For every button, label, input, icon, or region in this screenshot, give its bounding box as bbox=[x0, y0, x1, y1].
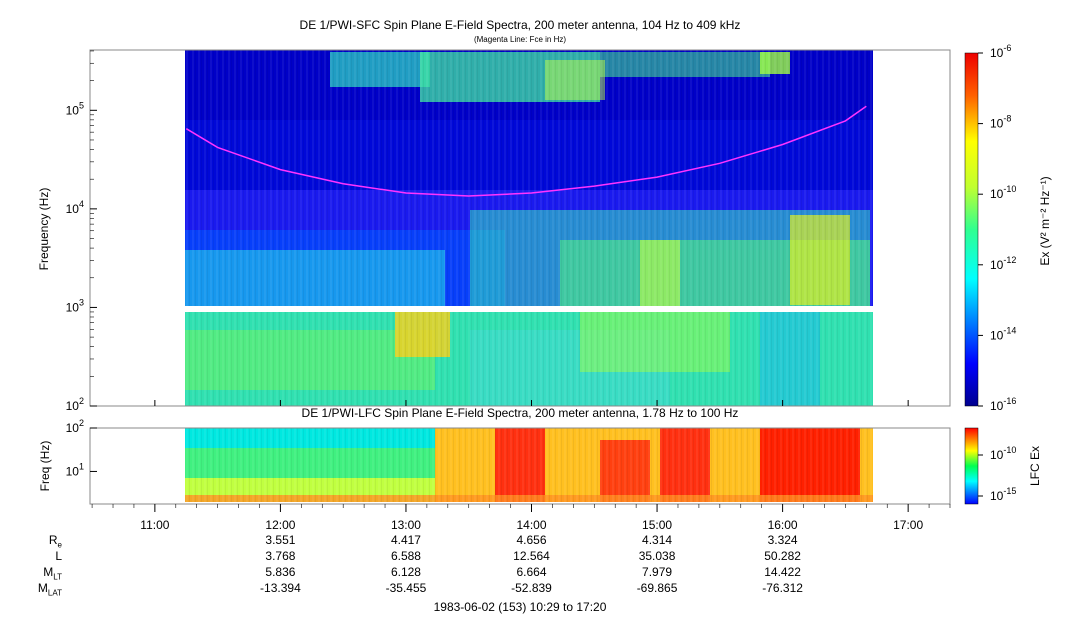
ephemeris-value: 3.768 bbox=[265, 549, 296, 563]
time-tick-label: 17:00 bbox=[893, 518, 923, 532]
ephemeris-value: 50.282 bbox=[764, 549, 801, 563]
ephemeris-value: -13.394 bbox=[260, 581, 301, 595]
ephemeris-value: 4.417 bbox=[390, 533, 421, 547]
ephemeris-value: 6.588 bbox=[390, 549, 421, 563]
panel2-title: DE 1/PWI-LFC Spin Plane E-Field Spectra,… bbox=[301, 406, 739, 420]
ephemeris-value: 3.551 bbox=[265, 533, 296, 547]
ephemeris-value: 35.038 bbox=[638, 549, 676, 563]
time-tick-label: 15:00 bbox=[642, 518, 672, 532]
ephemeris-row-label: Re bbox=[48, 533, 62, 550]
panel2-colorbar-label: LFC Ex bbox=[1028, 446, 1042, 487]
ephemeris-value: 6.664 bbox=[516, 565, 547, 579]
time-tick-label: 13:00 bbox=[391, 518, 421, 532]
ephemeris-value: 4.314 bbox=[642, 533, 673, 547]
time-tick-label: 11:00 bbox=[140, 518, 169, 532]
colorbar1-tick-label: 10-16 bbox=[990, 396, 1016, 413]
colorbar1-tick-label: 10-12 bbox=[990, 255, 1016, 272]
panel1-ytick-label: 104 bbox=[66, 199, 84, 216]
time-range-footer: 1983-06-02 (153) 10:29 to 17:20 bbox=[433, 600, 607, 614]
ephemeris-value: -52.839 bbox=[511, 581, 552, 595]
panel1-spectrogram bbox=[185, 50, 873, 406]
colorbar2-tick-label: 10-10 bbox=[990, 445, 1016, 462]
panel1-colorbar bbox=[964, 52, 979, 407]
panel2-spectrogram bbox=[185, 428, 873, 502]
colorbar1-tick-label: 10-14 bbox=[990, 325, 1016, 342]
panel2-plot-area bbox=[89, 427, 951, 505]
ephemeris-value: 12.564 bbox=[513, 549, 550, 563]
ephemeris-value: 6.128 bbox=[390, 565, 421, 579]
ephemeris-value: -76.312 bbox=[762, 581, 803, 595]
ephemeris-value: -35.455 bbox=[385, 581, 427, 595]
time-tick-label: 12:00 bbox=[265, 518, 295, 532]
panel1-title: DE 1/PWI-SFC Spin Plane E-Field Spectra,… bbox=[299, 18, 741, 32]
ephemeris-value: 7.979 bbox=[642, 565, 673, 579]
colorbar1-tick-label: 10-10 bbox=[990, 184, 1016, 201]
ephemeris-value: 5.836 bbox=[265, 565, 296, 579]
ephemeris-value: 3.324 bbox=[767, 533, 798, 547]
panel1-ytick-label: 105 bbox=[66, 100, 84, 117]
panel1-colorbar-label: Ex (V² m⁻² Hz⁻¹) bbox=[1038, 176, 1052, 266]
time-tick-label: 16:00 bbox=[768, 518, 798, 532]
ephemeris-value: 4.656 bbox=[516, 533, 547, 547]
colorbar1-tick-label: 10-8 bbox=[990, 114, 1011, 131]
panel2-ytick-label: 102 bbox=[66, 418, 84, 435]
panel2-ytick-label: 101 bbox=[66, 461, 84, 478]
ephemeris-row-label: L bbox=[55, 549, 62, 563]
ephemeris-row-label: MLAT bbox=[37, 581, 62, 598]
panel1-ytick-label: 103 bbox=[66, 297, 84, 314]
panel1-ytick-label: 102 bbox=[66, 396, 84, 413]
fce-line bbox=[185, 105, 867, 197]
ephemeris-value: -69.865 bbox=[636, 581, 678, 595]
panel1-subtitle: (Magenta Line: Fce in Hz) bbox=[473, 35, 567, 44]
ephemeris-row-label: MLT bbox=[43, 565, 62, 582]
panel2-colorbar bbox=[964, 427, 979, 505]
time-tick-label: 14:00 bbox=[516, 518, 546, 532]
ephemeris-value: 14.422 bbox=[764, 565, 801, 579]
colorbar1-tick-label: 10-6 bbox=[990, 43, 1011, 60]
colorbar2-tick-label: 10-15 bbox=[990, 486, 1016, 503]
